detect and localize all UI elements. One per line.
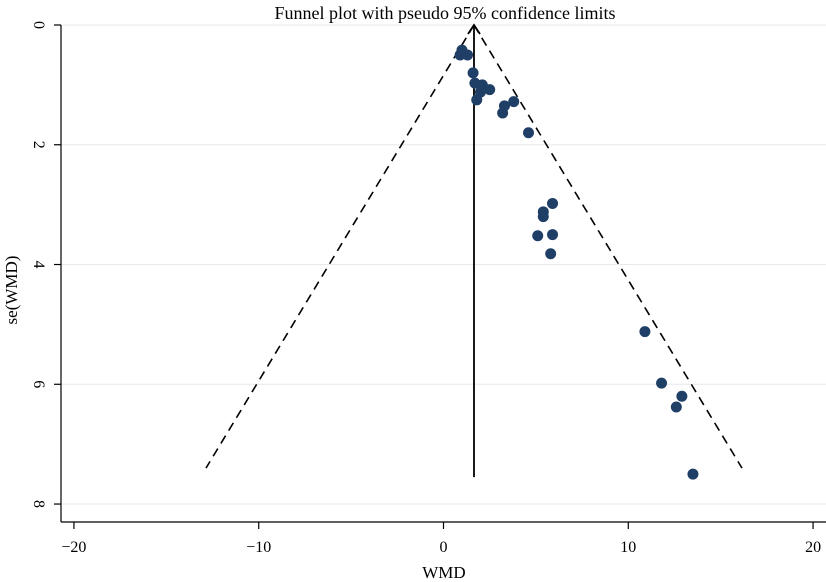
data-point-8 <box>471 94 483 106</box>
y-tick-label-1: 2 <box>30 141 47 149</box>
data-point-20 <box>656 377 668 389</box>
data-point-23 <box>687 468 699 480</box>
data-point-12 <box>523 127 534 139</box>
y-axis-label: se(WMD) <box>2 256 21 325</box>
ci-lower-limit-line <box>205 24 475 469</box>
data-point-18 <box>545 248 557 260</box>
x-axis-label: WMD <box>422 563 465 582</box>
data-point-16 <box>532 230 544 242</box>
x-tick-label-0: −20 <box>61 539 86 556</box>
data-point-3 <box>467 67 479 79</box>
data-point-17 <box>547 229 559 241</box>
data-point-13 <box>547 197 559 209</box>
data-point-22 <box>670 401 682 413</box>
data-point-21 <box>676 390 688 402</box>
y-tick-label-2: 4 <box>30 261 47 269</box>
ci-upper-limit-line <box>473 24 743 469</box>
gridlines <box>61 24 826 505</box>
data-point-2 <box>454 49 466 61</box>
axes: −20 −10 0 10 20 0 2 4 6 8 <box>30 21 826 556</box>
data-point-19 <box>639 326 651 338</box>
x-tick-label-3: 10 <box>620 539 636 556</box>
x-tick-label-2: 0 <box>440 539 448 556</box>
data-point-6 <box>484 84 496 96</box>
data-point-11 <box>497 107 509 119</box>
x-tick-label-4: 20 <box>805 539 821 556</box>
data-points <box>454 44 699 480</box>
y-tick-label-3: 6 <box>30 380 47 388</box>
x-tick-label-1: −10 <box>246 539 271 556</box>
data-point-15 <box>537 211 549 223</box>
y-tick-label-0: 0 <box>30 21 47 29</box>
confidence-limits <box>205 23 743 478</box>
pooled-estimate-arrowhead <box>467 23 481 35</box>
chart-title: Funnel plot with pseudo 95% confidence l… <box>275 3 616 23</box>
y-tick-label-4: 8 <box>30 500 47 508</box>
data-point-10 <box>508 96 520 108</box>
